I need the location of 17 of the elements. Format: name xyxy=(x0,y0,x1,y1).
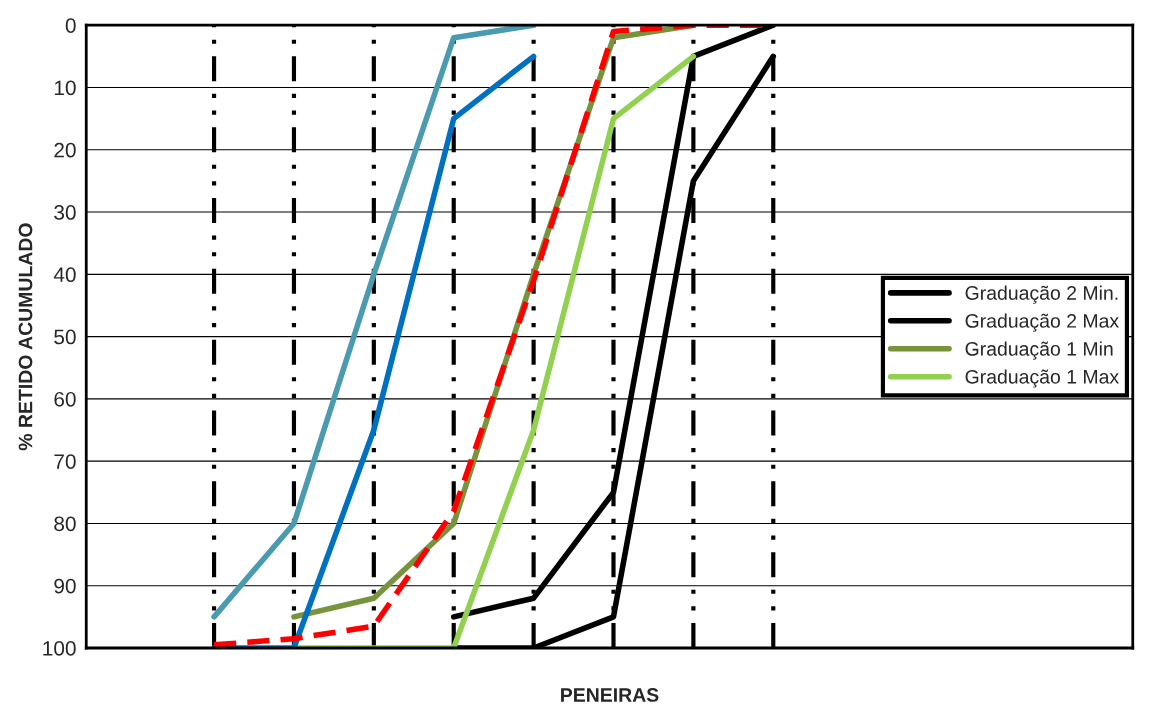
y-tick-label: 40 xyxy=(53,267,76,283)
y-tick-label: 20 xyxy=(54,142,76,158)
legend-label: Graduação 2 Min. xyxy=(965,285,1118,304)
y-tick-label: 90 xyxy=(54,578,76,594)
legend-label: Graduação 1 Min xyxy=(965,341,1113,360)
y-tick-label: 10 xyxy=(54,80,76,96)
y-tick-label: 100 xyxy=(43,641,76,656)
legend-label: Graduação 1 Max xyxy=(965,369,1119,388)
y-tick-label: 30 xyxy=(54,205,76,220)
y-axis-title: % RETIDO ACUMULADO xyxy=(18,223,33,451)
y-tick-label: 50 xyxy=(54,329,76,345)
x-axis-title: PENEIRAS xyxy=(561,688,659,702)
legend-label: Graduação 2 Max xyxy=(965,313,1119,332)
y-tick-label: 70 xyxy=(54,454,76,469)
y-tick-label: 80 xyxy=(54,516,76,532)
y-tick-label: 0 xyxy=(65,18,76,33)
y-tick-label: 60 xyxy=(54,391,76,407)
